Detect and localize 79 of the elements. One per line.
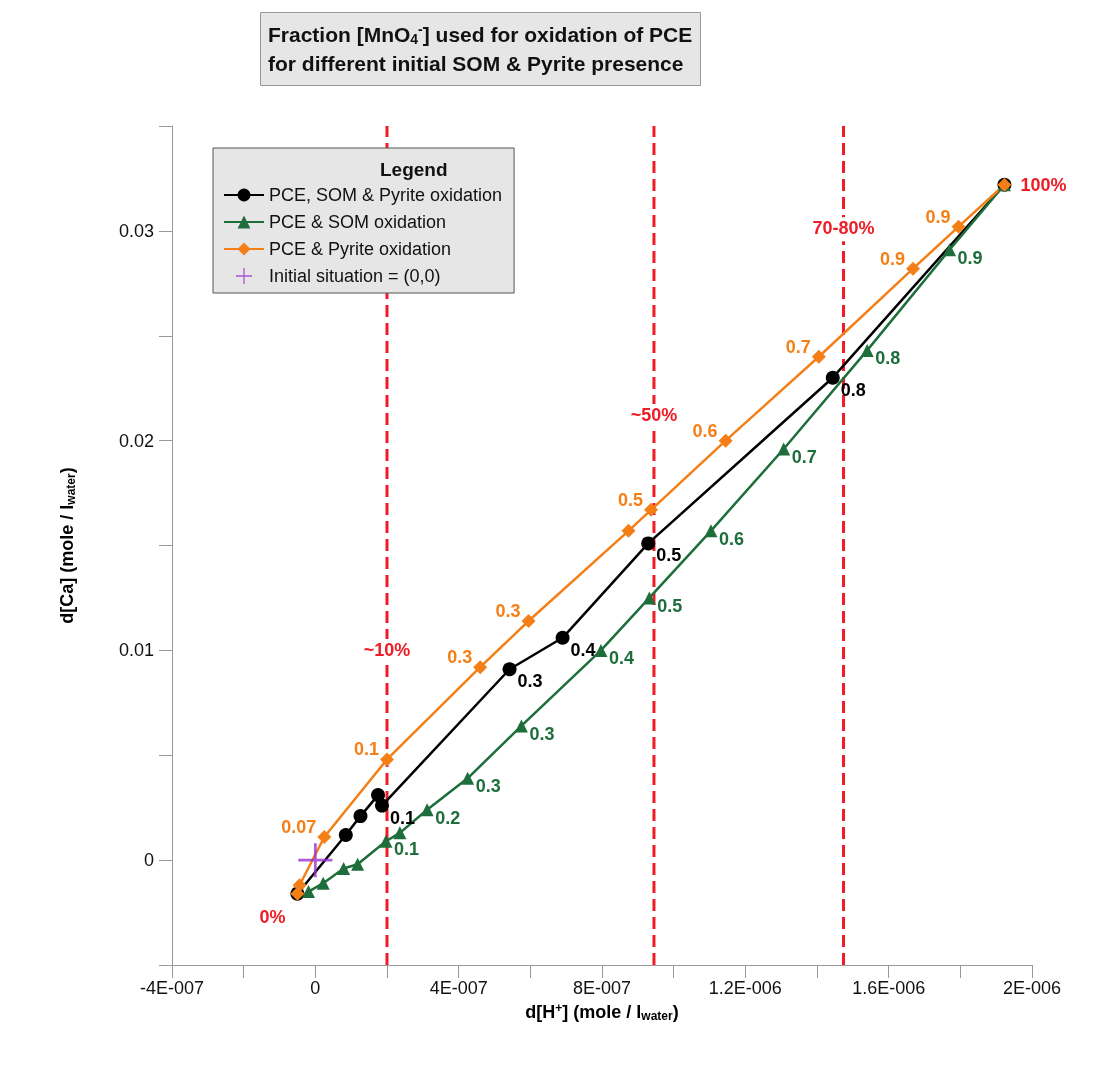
x-tick-label: 1.2E-006 <box>708 978 782 998</box>
annotation: 0.5 <box>656 545 682 566</box>
x-tick-label: -4E-007 <box>139 978 205 998</box>
point <box>353 809 368 824</box>
point <box>302 885 316 899</box>
x-tick-label: 8E-007 <box>572 978 632 998</box>
point <box>292 878 307 893</box>
annotation: 100% <box>1020 174 1067 195</box>
legend-label: PCE, SOM & Pyrite oxidation <box>269 185 503 205</box>
annotation: 0.5 <box>618 489 644 510</box>
point <box>375 798 389 813</box>
annotation: 0.6 <box>718 528 744 549</box>
point <box>951 219 966 234</box>
annotation: 0.1 <box>393 839 419 860</box>
annotation: 0.3 <box>475 776 501 797</box>
legend-title: Legend <box>380 159 448 180</box>
point <box>473 660 488 675</box>
annotation: 0.3 <box>517 671 543 692</box>
x-tick-label: 4E-007 <box>429 978 488 998</box>
point <box>641 536 656 551</box>
annotation: 0.3 <box>447 647 473 668</box>
point <box>379 834 393 848</box>
annotation: 0.5 <box>657 595 683 616</box>
annotation: 0.1 <box>353 739 379 760</box>
legend-label: PCE & Pyrite oxidation <box>269 239 452 259</box>
point <box>621 523 636 538</box>
annotation: 0.2 <box>435 807 461 828</box>
point <box>718 433 733 448</box>
annotation: 0.8 <box>875 348 901 369</box>
annotation: 0% <box>259 906 286 927</box>
point <box>461 771 475 785</box>
point <box>298 843 333 878</box>
annotation: 0.7 <box>785 336 811 357</box>
annotation: 0.7 <box>791 447 817 468</box>
annotation: 0.1 <box>389 807 416 828</box>
y-tick-label: 0.02 <box>118 430 154 451</box>
x-tick-label: 1.6E-006 <box>852 978 926 998</box>
point <box>642 591 656 605</box>
point <box>943 243 957 257</box>
point <box>337 862 351 876</box>
point <box>338 827 353 842</box>
y-axis-title: d[Ca] (mole / lwater) <box>56 467 78 624</box>
point <box>351 857 365 871</box>
annotation: 0.9 <box>880 248 906 269</box>
point <box>521 614 536 629</box>
point <box>555 630 570 645</box>
x-tick-label: 0 <box>310 978 321 998</box>
annotation: 0.6 <box>692 420 718 441</box>
x-tick-label: 2E-006 <box>1002 978 1062 998</box>
annotation: 0.4 <box>570 639 596 660</box>
point <box>644 502 659 517</box>
annotation: 0.9 <box>957 247 983 268</box>
point <box>502 662 517 677</box>
legend-label: Initial situation = (0,0) <box>269 266 441 286</box>
point <box>825 370 840 385</box>
point <box>380 752 394 767</box>
annotation: ~50% <box>630 405 678 426</box>
y-tick-label: 0.01 <box>118 640 154 661</box>
annotation: 0.3 <box>495 601 521 622</box>
point <box>514 719 528 733</box>
y-tick-label: 0 <box>143 850 154 871</box>
y-tick-label: 0.03 <box>118 220 154 241</box>
point <box>704 524 718 538</box>
point <box>420 803 434 817</box>
annotation: 70-80% <box>812 218 875 239</box>
annotation: 0.9 <box>925 206 951 227</box>
point <box>317 830 332 845</box>
point <box>811 349 826 364</box>
point <box>906 261 921 276</box>
point <box>393 826 407 840</box>
point <box>777 442 791 456</box>
annotation: 0.8 <box>840 379 866 400</box>
annotation: 0.3 <box>529 723 555 744</box>
legend-label: PCE & SOM oxidation <box>269 212 447 232</box>
point <box>860 343 874 357</box>
annotation: 0.4 <box>608 648 634 669</box>
annotation: ~10% <box>363 639 411 660</box>
annotation: 0.07 <box>281 817 317 838</box>
point <box>316 876 330 890</box>
